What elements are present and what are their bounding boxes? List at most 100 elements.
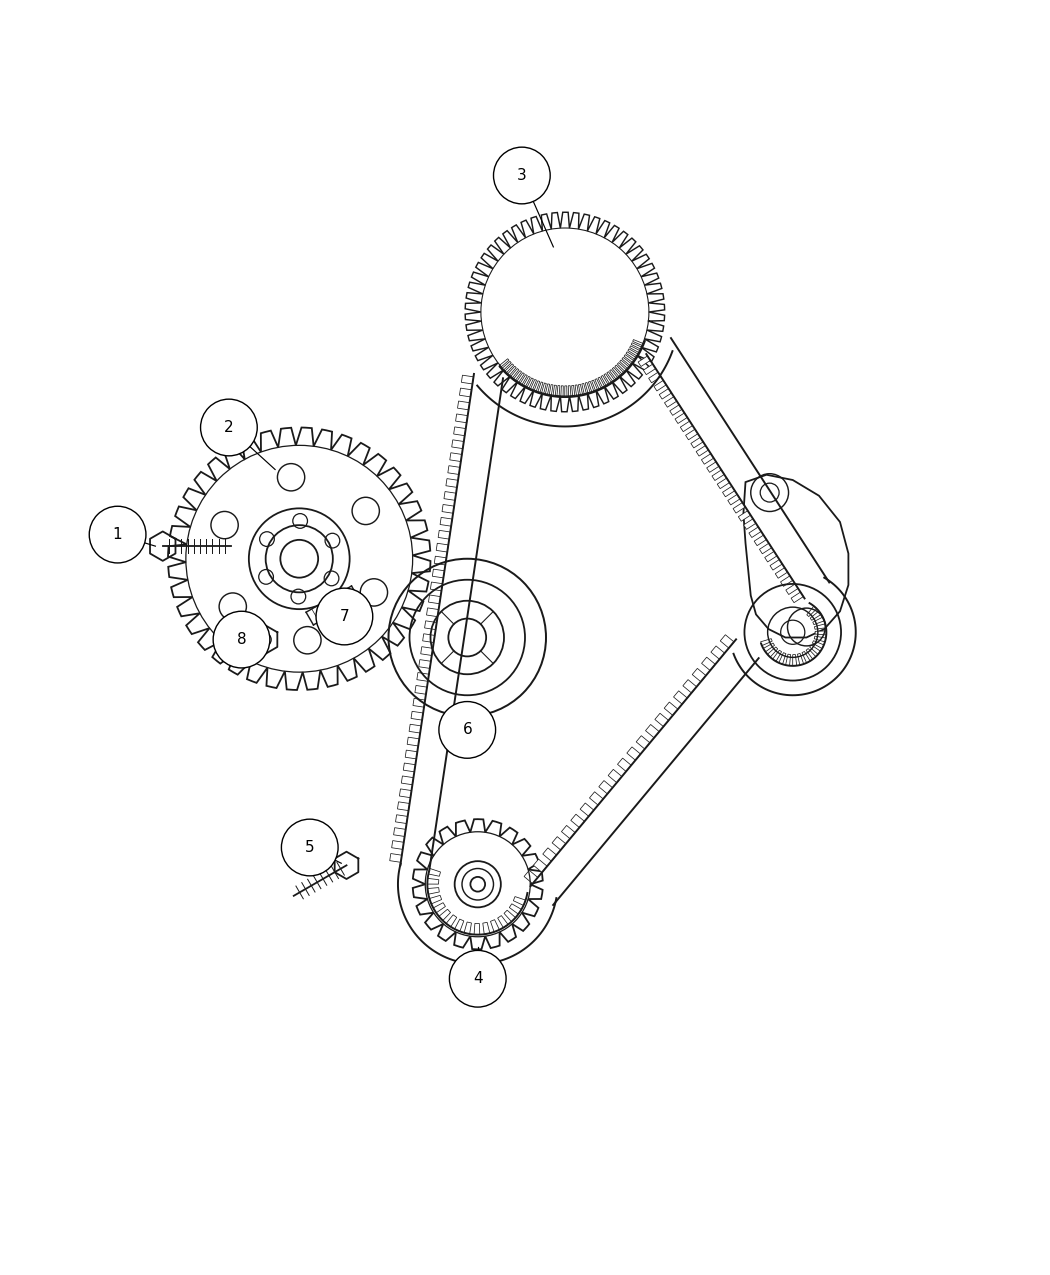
Polygon shape [575, 385, 579, 397]
Polygon shape [504, 363, 513, 374]
Polygon shape [608, 769, 622, 783]
Polygon shape [571, 815, 585, 827]
Polygon shape [813, 641, 824, 649]
Polygon shape [448, 465, 460, 474]
Polygon shape [588, 381, 594, 393]
Polygon shape [507, 366, 517, 376]
Polygon shape [615, 365, 624, 375]
Polygon shape [644, 365, 655, 375]
Polygon shape [763, 643, 775, 652]
Polygon shape [394, 827, 405, 836]
Polygon shape [475, 923, 480, 935]
Text: 2: 2 [224, 419, 234, 435]
Polygon shape [691, 437, 704, 448]
Polygon shape [712, 470, 724, 481]
Polygon shape [811, 611, 821, 621]
Circle shape [281, 819, 338, 876]
Polygon shape [646, 724, 659, 738]
Polygon shape [624, 354, 634, 363]
Polygon shape [428, 868, 441, 876]
Polygon shape [806, 606, 817, 617]
Polygon shape [562, 825, 575, 839]
Text: 5: 5 [304, 840, 315, 856]
Polygon shape [810, 645, 820, 654]
Polygon shape [456, 414, 467, 423]
Polygon shape [692, 668, 706, 682]
Polygon shape [749, 527, 761, 538]
Circle shape [89, 506, 146, 564]
Polygon shape [581, 803, 594, 816]
Polygon shape [806, 649, 816, 659]
Polygon shape [773, 650, 781, 662]
Polygon shape [524, 871, 538, 884]
Polygon shape [620, 360, 630, 368]
Polygon shape [553, 385, 556, 397]
Polygon shape [630, 346, 640, 353]
Polygon shape [513, 896, 526, 905]
Polygon shape [433, 569, 444, 578]
Polygon shape [458, 402, 469, 409]
Polygon shape [813, 617, 824, 625]
Polygon shape [597, 377, 605, 388]
Polygon shape [791, 592, 803, 603]
Polygon shape [711, 646, 724, 659]
Polygon shape [622, 357, 632, 366]
Text: 6: 6 [462, 723, 472, 737]
Polygon shape [430, 583, 442, 590]
Polygon shape [617, 759, 631, 771]
Polygon shape [415, 686, 427, 695]
Polygon shape [504, 910, 516, 922]
Polygon shape [490, 919, 500, 932]
Polygon shape [419, 659, 430, 668]
Circle shape [439, 701, 496, 759]
Polygon shape [626, 352, 636, 360]
Polygon shape [513, 371, 522, 381]
Polygon shape [743, 519, 756, 529]
Polygon shape [549, 385, 553, 397]
Polygon shape [561, 386, 563, 397]
Polygon shape [439, 909, 450, 921]
Polygon shape [717, 478, 730, 488]
Polygon shape [780, 576, 793, 587]
Polygon shape [655, 713, 669, 727]
Text: 8: 8 [236, 632, 247, 648]
Polygon shape [545, 384, 549, 395]
Polygon shape [429, 895, 442, 904]
Polygon shape [423, 634, 435, 643]
Polygon shape [779, 653, 786, 664]
Polygon shape [760, 639, 772, 645]
Polygon shape [403, 762, 416, 771]
Polygon shape [612, 367, 622, 377]
Polygon shape [426, 608, 439, 617]
Text: 1: 1 [112, 527, 123, 542]
Polygon shape [665, 703, 678, 715]
Polygon shape [436, 543, 448, 552]
Polygon shape [434, 903, 445, 913]
Polygon shape [446, 478, 458, 487]
Polygon shape [417, 672, 429, 681]
Polygon shape [680, 421, 693, 432]
Polygon shape [770, 560, 782, 570]
Polygon shape [595, 379, 602, 390]
Text: 4: 4 [472, 972, 483, 987]
Polygon shape [754, 536, 766, 546]
Polygon shape [413, 699, 425, 708]
Circle shape [213, 611, 270, 668]
Polygon shape [670, 404, 682, 416]
Polygon shape [571, 385, 575, 397]
Polygon shape [654, 380, 666, 391]
Polygon shape [396, 815, 407, 824]
Polygon shape [427, 878, 439, 884]
Polygon shape [665, 397, 677, 407]
Polygon shape [659, 389, 672, 399]
Polygon shape [631, 343, 643, 349]
Polygon shape [728, 495, 740, 505]
Polygon shape [582, 384, 587, 395]
Polygon shape [438, 530, 450, 539]
Polygon shape [440, 518, 453, 527]
Polygon shape [483, 922, 490, 935]
Polygon shape [455, 919, 464, 931]
Polygon shape [543, 848, 556, 861]
Polygon shape [738, 511, 751, 521]
Polygon shape [628, 349, 638, 356]
